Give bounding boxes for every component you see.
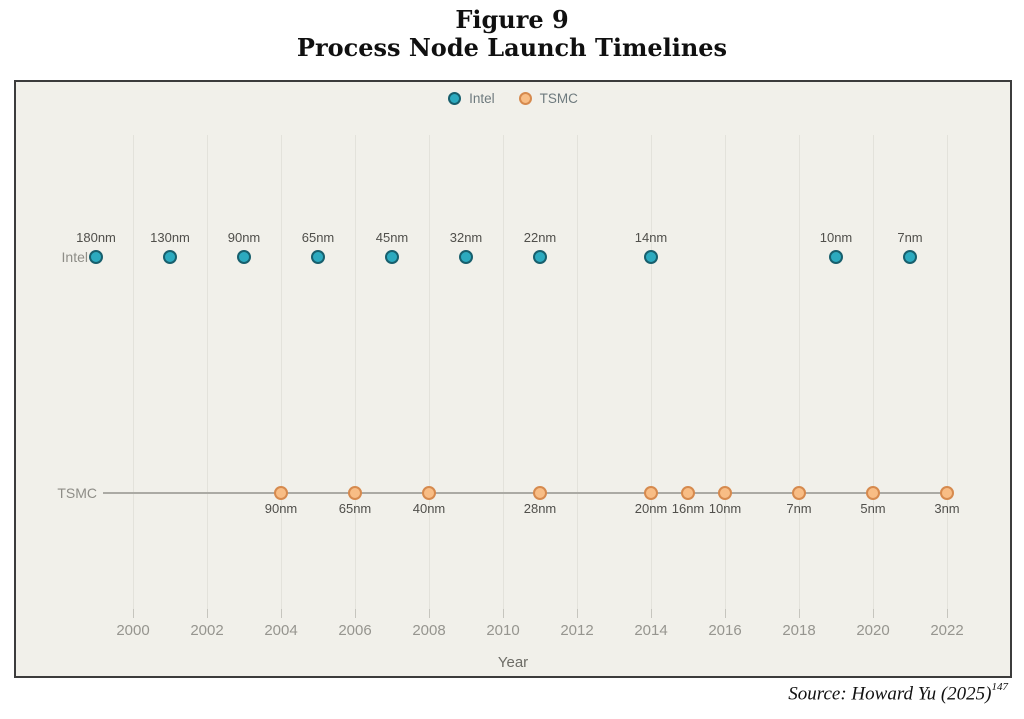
legend-label: TSMC [539, 91, 578, 106]
tsmc-point-65nm [348, 486, 362, 500]
gridline [650, 135, 652, 618]
intel-point-7nm [903, 250, 917, 264]
intel-node-label-10nm: 10nm [819, 230, 853, 245]
tsmc-point-28nm [533, 486, 547, 500]
tsmc-point-40nm [422, 486, 436, 500]
tsmc-point-90nm [274, 486, 288, 500]
intel-node-label-90nm: 90nm [227, 230, 261, 245]
axis-tick-label: 2000 [116, 622, 150, 639]
tsmc-timeline-line [103, 492, 947, 494]
axis-tick-label: 2006 [338, 622, 372, 639]
axis-tick [872, 609, 874, 618]
axis-tick [132, 609, 134, 618]
intel-node-label-180nm: 180nm [76, 230, 116, 245]
tsmc-row-label: TSMC [57, 485, 97, 501]
tsmc-point-5nm [866, 486, 880, 500]
gridline [576, 135, 578, 618]
tsmc-node-label-28nm: 28nm [523, 501, 557, 516]
axis-tick [206, 609, 208, 618]
axis-tick [428, 609, 430, 618]
gridline [946, 135, 948, 618]
legend-item-tsmc: TSMC [518, 91, 578, 106]
tsmc-node-label-65nm: 65nm [338, 501, 372, 516]
tsmc-legend-dot-icon [518, 92, 532, 105]
intel-point-180nm [89, 250, 103, 264]
axis-tick-label: 2012 [560, 622, 594, 639]
plot-area: Year 2000 2002 2004 2006 2008 2010 2012 2014 201… [16, 82, 1010, 676]
intel-node-label-130nm: 130nm [150, 230, 190, 245]
gridline [132, 135, 134, 618]
axis-tick [502, 609, 504, 618]
tsmc-node-label-40nm: 40nm [412, 501, 446, 516]
legend-item-intel: Intel [448, 91, 495, 106]
axis-tick-label: 2014 [634, 622, 668, 639]
axis-tick [724, 609, 726, 618]
intel-point-22nm [533, 250, 547, 264]
intel-point-65nm [311, 250, 325, 264]
intel-point-10nm [829, 250, 843, 264]
axis-tick [280, 609, 282, 618]
axis-tick-label: 2018 [782, 622, 816, 639]
intel-point-130nm [163, 250, 177, 264]
x-axis-title: Year [497, 654, 529, 671]
tsmc-node-label-20nm: 20nm [634, 501, 668, 516]
gridline [280, 135, 282, 618]
figure-number: Figure 9 [455, 5, 569, 34]
axis-tick [650, 609, 652, 618]
intel-node-label-14nm: 14nm [634, 230, 668, 245]
axis-tick-label: 2022 [930, 622, 964, 639]
axis-tick-label: 2020 [856, 622, 890, 639]
axis-tick-label: 2008 [412, 622, 446, 639]
tsmc-node-label-7nm: 7nm [786, 501, 812, 516]
tsmc-node-label-16nm: 16nm [671, 501, 705, 516]
figure-title: Figure 9 Process Node Launch Timelines [0, 5, 1024, 63]
intel-point-90nm [237, 250, 251, 264]
tsmc-node-label-90nm: 90nm [264, 501, 298, 516]
axis-tick-label: 2010 [486, 622, 520, 639]
gridline [798, 135, 800, 618]
intel-node-label-45nm: 45nm [375, 230, 409, 245]
axis-tick [946, 609, 948, 618]
gridline [428, 135, 430, 618]
intel-node-label-32nm: 32nm [449, 230, 483, 245]
intel-legend-dot-icon [448, 92, 462, 105]
axis-tick-label: 2002 [190, 622, 224, 639]
intel-node-label-22nm: 22nm [523, 230, 557, 245]
legend-label: Intel [469, 91, 495, 106]
tsmc-point-20nm [644, 486, 658, 500]
chart-legend: Intel TSMC [16, 91, 1010, 106]
gridline [872, 135, 874, 618]
footnote-number: 147 [991, 681, 1009, 693]
axis-tick [354, 609, 356, 618]
tsmc-point-7nm [792, 486, 806, 500]
chart-panel: Intel TSMC Year 2000 2002 2004 2006 2008 2010 2… [14, 80, 1012, 678]
axis-tick [576, 609, 578, 618]
gridline [206, 135, 208, 618]
intel-point-14nm [644, 250, 658, 264]
axis-tick-label: 2016 [708, 622, 742, 639]
tsmc-point-3nm [940, 486, 954, 500]
intel-node-label-65nm: 65nm [301, 230, 335, 245]
gridline [502, 135, 504, 618]
tsmc-point-10nm [718, 486, 732, 500]
tsmc-point-16nm [681, 486, 695, 500]
source-citation: Source: Howard Yu (2025)147 [788, 681, 1009, 705]
axis-tick [798, 609, 800, 618]
source-text: Source: Howard Yu (2025) [788, 683, 992, 705]
gridline [724, 135, 726, 618]
intel-point-45nm [385, 250, 399, 264]
intel-point-32nm [459, 250, 473, 264]
intel-node-label-7nm: 7nm [897, 230, 923, 245]
gridline [354, 135, 356, 618]
tsmc-node-label-10nm: 10nm [708, 501, 742, 516]
tsmc-node-label-5nm: 5nm [860, 501, 886, 516]
axis-tick-label: 2004 [264, 622, 298, 639]
tsmc-node-label-3nm: 3nm [934, 501, 960, 516]
figure-caption: Process Node Launch Timelines [296, 33, 728, 63]
intel-row-label: Intel [61, 249, 88, 265]
